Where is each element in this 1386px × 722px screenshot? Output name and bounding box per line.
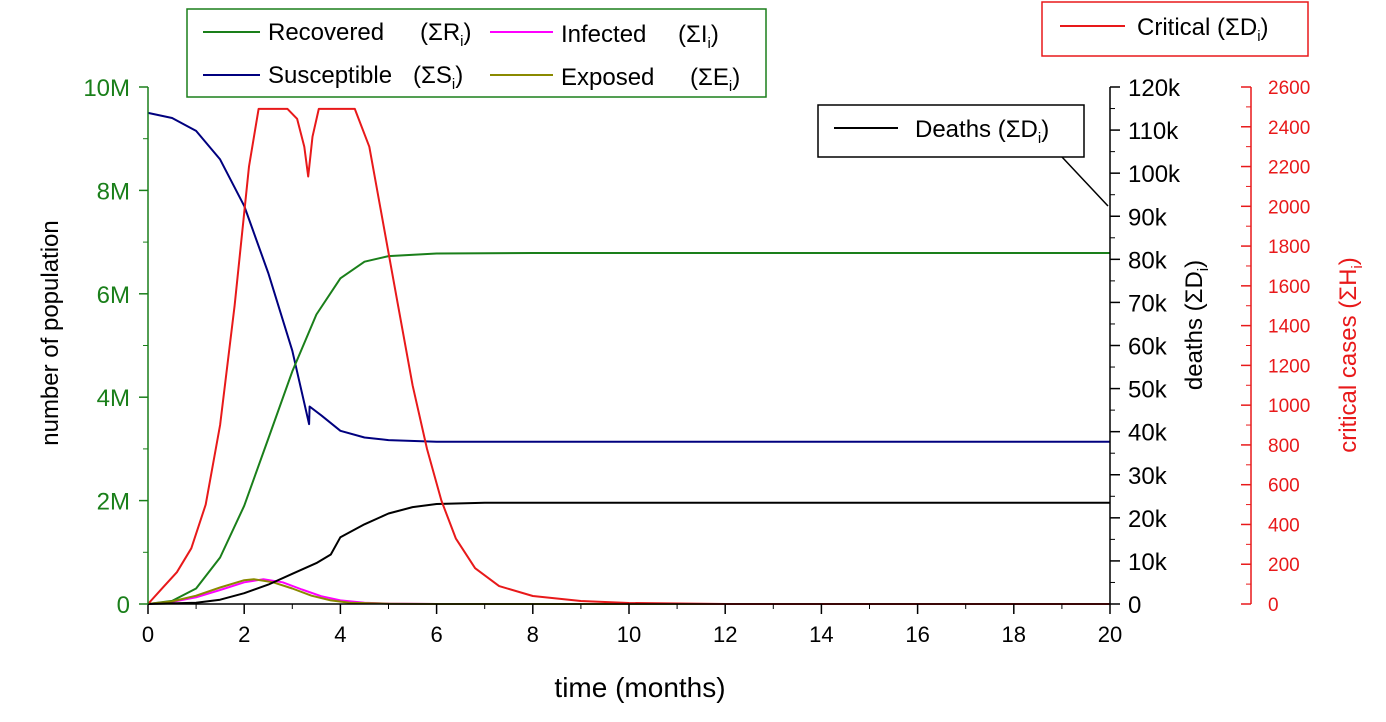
critical-axis-title: critical cases (ΣHi) <box>1335 257 1366 453</box>
left-tick-label: 10M <box>83 75 130 102</box>
deaths-tick-label: 80k <box>1128 247 1168 274</box>
deaths-tick-label: 70k <box>1128 290 1168 317</box>
deaths-tick-label: 50k <box>1128 377 1168 404</box>
series-line-exposed <box>147 578 1110 605</box>
critical-tick-label: 200 <box>1268 555 1300 576</box>
legend-label-critical: Critical (ΣDi) <box>1137 14 1269 45</box>
deaths-tick-label: 0 <box>1128 592 1141 619</box>
left-tick-label: 0 <box>117 592 130 619</box>
left-axis-title: number of population <box>37 220 64 446</box>
deaths-tick-label: 120k <box>1128 75 1181 102</box>
critical-tick-label: 2200 <box>1268 158 1310 179</box>
x-tick-label: 12 <box>713 622 737 647</box>
critical-tick-label: 400 <box>1268 515 1300 536</box>
legend-label-susceptible: Susceptible <box>268 62 392 89</box>
critical-axis-title-main: critical cases (ΣH <box>1335 269 1362 453</box>
legend-symbol-susceptible: (ΣSi) <box>413 62 463 93</box>
legend-symbol-exposed: (ΣEi) <box>690 64 740 95</box>
left-tick-label: 4M <box>97 385 130 412</box>
svg-text:critical cases (ΣHi): critical cases (ΣHi) <box>1335 257 1366 453</box>
critical-tick-label: 1400 <box>1268 317 1310 338</box>
deaths-axis-title: deaths (ΣDi) <box>1181 260 1212 390</box>
series-line-critical <box>147 107 1110 605</box>
x-tick-label: 16 <box>905 622 929 647</box>
series-layer <box>147 107 1110 605</box>
deaths-tick-label: 90k <box>1128 204 1168 231</box>
legend-symbol-infected: (ΣIi) <box>678 21 719 52</box>
legend-deaths: Deaths (ΣDi) <box>817 104 1109 207</box>
series-line-infected <box>147 578 1110 605</box>
x-tick-label: 20 <box>1098 622 1122 647</box>
legend-symbol-recovered: (ΣRi) <box>420 19 472 50</box>
critical-axis-title-sub: i <box>1349 265 1366 268</box>
critical-axis-title-close: ) <box>1335 257 1362 265</box>
legend-label-infected: Infected <box>561 21 646 48</box>
critical-tick-label: 1600 <box>1268 277 1310 298</box>
deaths-tick-label: 40k <box>1128 420 1168 447</box>
x-tick-label: 18 <box>1002 622 1026 647</box>
critical-tick-label: 1200 <box>1268 356 1310 377</box>
left-tick-label: 2M <box>97 489 130 516</box>
x-tick-label: 10 <box>617 622 641 647</box>
x-tick-label: 8 <box>527 622 539 647</box>
x-axis-title: time (months) <box>554 672 725 703</box>
deaths-axis-title-main: deaths (ΣD <box>1181 271 1208 390</box>
legend-label-exposed: Exposed <box>561 64 654 91</box>
critical-tick-label: 800 <box>1268 436 1300 457</box>
critical-tick-label: 2400 <box>1268 118 1310 139</box>
series-line-deaths <box>147 501 1110 605</box>
x-tick-label: 0 <box>142 622 154 647</box>
x-tick-label: 14 <box>809 622 833 647</box>
critical-tick-label: 0 <box>1268 595 1279 616</box>
deaths-axis-title-sub: i <box>1195 268 1212 271</box>
series-line-recovered <box>147 252 1110 605</box>
deaths-tick-label: 100k <box>1128 161 1181 188</box>
legend-item-infected: Infected (ΣIi) <box>490 21 719 52</box>
critical-tick-label: 600 <box>1268 476 1300 497</box>
legend-item-exposed: Exposed (ΣEi) <box>490 64 740 95</box>
left-tick-label: 6M <box>97 282 130 309</box>
critical-tick-label: 2000 <box>1268 197 1310 218</box>
legend-label-recovered: Recovered <box>268 19 384 46</box>
deaths-axis-title-close: ) <box>1181 260 1208 268</box>
x-tick-label: 2 <box>238 622 250 647</box>
legend-label-deaths: Deaths (ΣDi) <box>915 116 1049 147</box>
deaths-tick-label: 30k <box>1128 463 1168 490</box>
series-line-susceptible <box>147 111 1110 443</box>
x-tick-label: 6 <box>430 622 442 647</box>
legend-item-recovered: Recovered (ΣRi) <box>203 19 472 50</box>
x-tick-label: 4 <box>334 622 346 647</box>
deaths-tick-label: 10k <box>1128 549 1168 576</box>
left-tick-label: 8M <box>97 178 130 205</box>
legend-critical: Critical (ΣDi) <box>1041 1 1309 57</box>
axes-layer: 0 2 4 6 8 10 12 14 16 18 2002M4M6M8M10M010k20k30k4… <box>83 75 1310 647</box>
svg-text:deaths (ΣDi): deaths (ΣDi) <box>1181 260 1212 390</box>
deaths-tick-label: 20k <box>1128 506 1168 533</box>
critical-tick-label: 2600 <box>1268 78 1310 99</box>
critical-tick-label: 1800 <box>1268 237 1310 258</box>
deaths-tick-label: 60k <box>1128 334 1168 361</box>
deaths-tick-label: 110k <box>1128 118 1179 145</box>
legend-deaths-pointer <box>1061 156 1109 207</box>
critical-tick-label: 1000 <box>1268 396 1310 417</box>
legend-main: Recovered (ΣRi) Infected (ΣIi) Susceptib… <box>186 8 767 98</box>
legend-item-susceptible: Susceptible (ΣSi) <box>203 62 463 93</box>
